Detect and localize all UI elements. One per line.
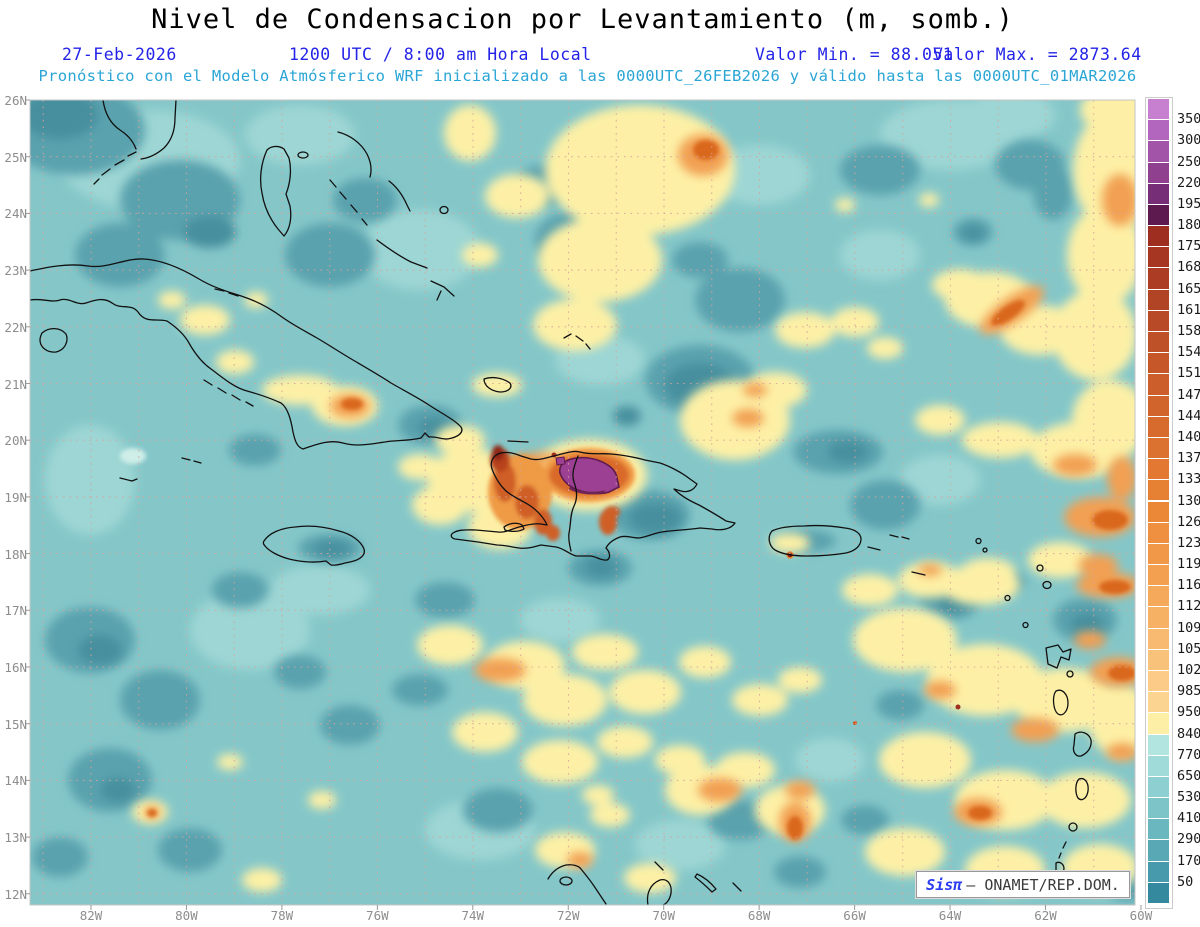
coast-isla-juventud xyxy=(39,327,68,353)
valid-time-label: 1200 UTC / 8:00 am Hora Local xyxy=(289,45,592,64)
y-axis-ticks xyxy=(25,99,30,895)
page-title: Nivel de Condensacion por Levantamiento … xyxy=(151,4,1014,35)
coast-cuba xyxy=(30,258,463,450)
watermark-box: Sisπ – ONAMET/REP.DOM. xyxy=(916,871,1130,898)
date-label: 27-Feb-2026 xyxy=(62,45,177,64)
coast-gonave xyxy=(503,522,525,533)
coast-jamaica xyxy=(262,525,366,566)
colorbar xyxy=(1145,97,1173,909)
border-haiti-dr xyxy=(568,455,579,552)
coast-puerto-rico xyxy=(768,524,926,576)
coast-florida-keys xyxy=(93,151,137,185)
coast-tortuga xyxy=(507,440,529,443)
coast-cayman xyxy=(119,457,202,482)
colorbar-labels: 3500300025002200195018001750168516501615… xyxy=(1177,111,1200,890)
coast-hispaniola xyxy=(450,450,736,561)
x-axis-ticks xyxy=(90,905,1142,910)
coast-bahamas xyxy=(260,131,591,393)
coastlines xyxy=(30,100,1092,905)
watermark-org: – ONAMET/REP.DOM. xyxy=(966,875,1120,894)
coast-south-america xyxy=(547,861,742,905)
coast-lesser-antilles xyxy=(975,537,1092,874)
map-frame xyxy=(29,99,1136,906)
forecast-subtitle: Pronóstico con el Modelo Atmósferico WRF… xyxy=(38,67,1137,85)
value-min-label: Valor Min. = 88.051 xyxy=(755,45,954,64)
coast-cuba-cays xyxy=(203,288,254,407)
field-shading xyxy=(30,100,1135,905)
coast-florida xyxy=(102,100,177,160)
value-max-label: Valor Max. = 2873.64 xyxy=(933,45,1142,64)
watermark-brand: Sisπ xyxy=(926,875,963,894)
